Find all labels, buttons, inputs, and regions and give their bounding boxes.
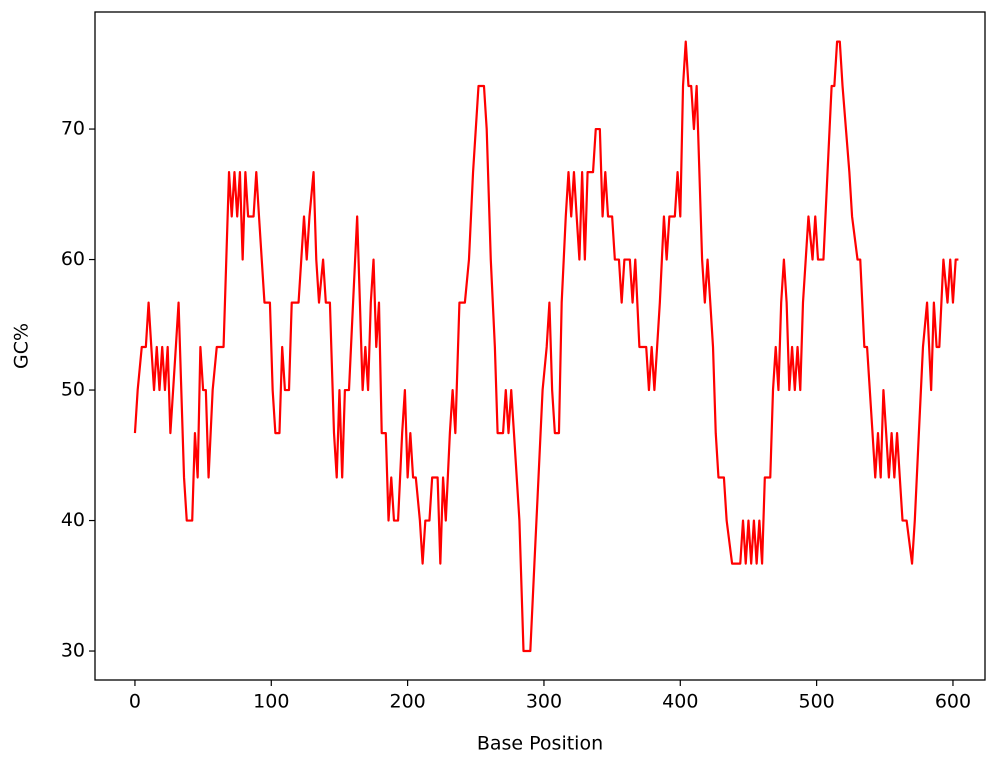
y-tick-label: 70 [61,118,85,140]
y-tick-label: 60 [61,248,85,270]
y-tick-label: 30 [61,640,85,662]
gc-line [133,40,959,653]
x-tick-label: 100 [253,691,289,713]
y-tick-label: 40 [61,509,85,531]
x-axis-label: Base Position [477,733,603,755]
x-tick-label: 0 [129,691,141,713]
plot-frame [94,11,986,681]
x-tick-label: 500 [798,691,834,713]
y-tick-label: 50 [61,379,85,401]
x-tick-label: 600 [935,691,971,713]
x-tick-label: 200 [389,691,425,713]
y-axis-label: GC% [11,323,33,369]
x-tick-label: 300 [526,691,562,713]
x-tick-label: 400 [662,691,698,713]
